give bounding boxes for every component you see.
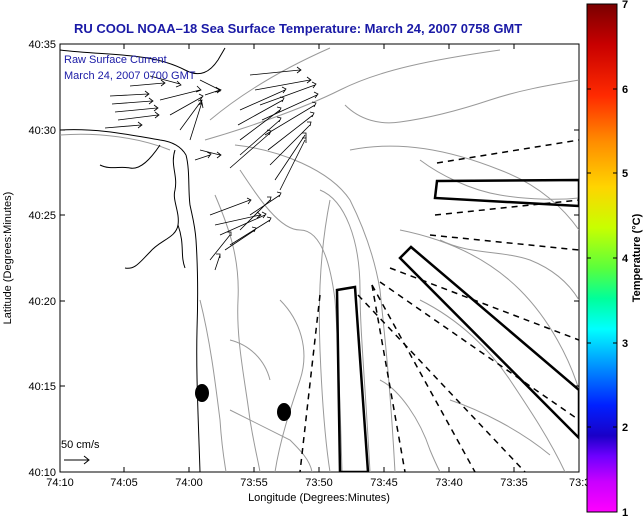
colorbar-tick-label: 6 bbox=[622, 84, 628, 96]
x-tick-label: 74:10 bbox=[46, 477, 74, 489]
y-tick-labels: 40:35 40:30 40:25 40:20 40:15 40:10 bbox=[28, 39, 56, 479]
bathymetry-contours bbox=[60, 47, 579, 472]
legend-current-date: March 24, 2007 0700 GMT bbox=[64, 70, 196, 82]
x-tick-labels: 74:10 74:05 74:00 73:55 73:50 73:45 73:4… bbox=[46, 477, 590, 489]
colorbar-label: Temperature (°C) bbox=[631, 213, 643, 302]
buoy-marker bbox=[195, 384, 209, 402]
colorbar-tick-label: 2 bbox=[622, 422, 628, 434]
x-axis-label: Longitude (Degrees:Minutes) bbox=[248, 492, 390, 504]
y-tick-label: 40:30 bbox=[28, 125, 56, 137]
x-tick-label: 73:35 bbox=[500, 477, 528, 489]
scale-label: 50 cm/s bbox=[61, 439, 100, 451]
transect-lines bbox=[299, 139, 579, 472]
scale-arrow-icon bbox=[64, 455, 90, 465]
colorbar-tick-labels: 7 6 5 4 3 2 1 bbox=[622, 0, 629, 518]
coastline bbox=[60, 47, 226, 472]
colorbar bbox=[586, 3, 618, 513]
survey-boxes bbox=[335, 178, 579, 472]
axis-ticks bbox=[59, 43, 580, 473]
y-tick-label: 40:20 bbox=[28, 296, 56, 308]
x-tick-label: 74:00 bbox=[175, 477, 203, 489]
y-tick-label: 40:15 bbox=[28, 381, 56, 393]
colorbar-tick-label: 1 bbox=[622, 507, 628, 518]
x-tick-label: 73:50 bbox=[305, 477, 333, 489]
y-tick-label: 40:25 bbox=[28, 210, 56, 222]
figure-title: RU COOL NOAA–18 Sea Surface Temperature:… bbox=[74, 21, 522, 36]
y-axis-label: Latitude (Degrees:Minutes) bbox=[2, 192, 14, 325]
y-tick-label: 40:35 bbox=[28, 39, 56, 51]
x-tick-label: 74:05 bbox=[110, 477, 138, 489]
plot-area bbox=[59, 43, 580, 473]
x-tick-label: 73:55 bbox=[240, 477, 268, 489]
map-layer: Raw Surface Current March 24, 2007 0700 … bbox=[60, 47, 579, 472]
x-tick-label: 73:40 bbox=[435, 477, 463, 489]
y-tick-label: 40:10 bbox=[28, 467, 56, 479]
colorbar-tick-label: 5 bbox=[622, 168, 628, 180]
colorbar-tick-label: 3 bbox=[622, 338, 628, 350]
legend-current-title: Raw Surface Current bbox=[64, 54, 167, 66]
colorbar-ticks bbox=[587, 88, 617, 428]
current-vectors bbox=[104, 66, 319, 271]
buoy-marker bbox=[277, 403, 291, 421]
x-tick-label: 73:45 bbox=[370, 477, 398, 489]
x-tick-label: 73:3 bbox=[569, 477, 590, 489]
colorbar-tick-label: 7 bbox=[622, 0, 628, 11]
colorbar-tick-label: 4 bbox=[622, 253, 629, 265]
